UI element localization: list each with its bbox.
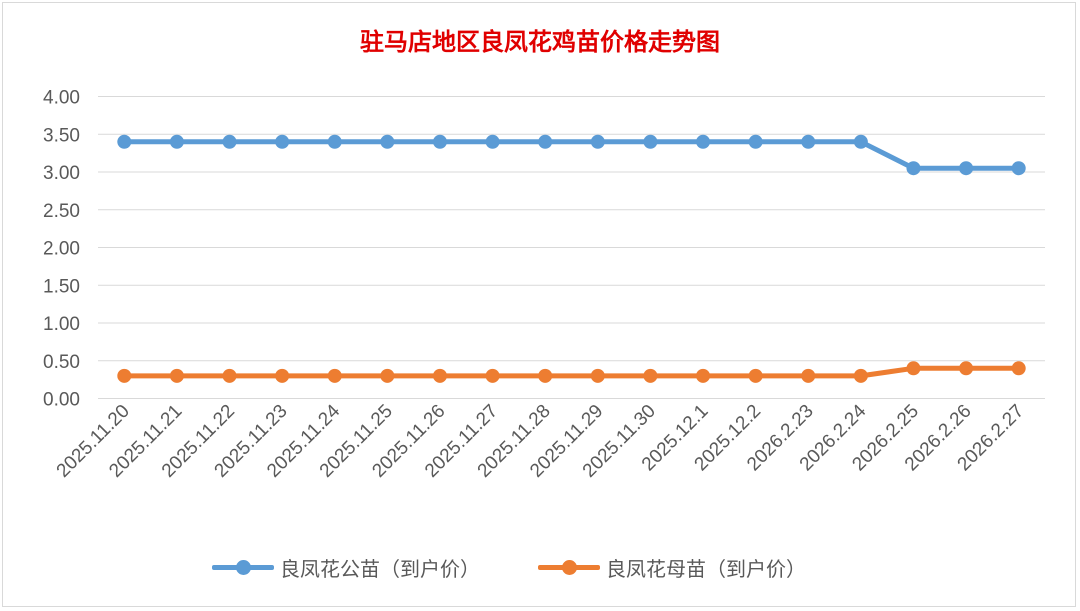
data-point[interactable] [906,361,921,376]
y-axis: 0.00 0.50 1.00 1.50 2.00 2.50 3.00 3.50 4.00 [43,88,80,411]
data-point[interactable] [222,368,237,383]
data-point[interactable] [275,134,290,149]
data-point[interactable] [327,368,342,383]
data-point[interactable] [169,134,184,149]
data-point[interactable] [1011,161,1026,176]
data-point[interactable] [432,134,447,149]
data-point[interactable] [590,134,605,149]
data-point[interactable] [538,368,553,383]
data-point[interactable] [380,368,395,383]
data-point[interactable] [538,134,553,149]
legend: 良凤花公苗（到户价） 良凤花母苗（到户价） [0,550,1080,584]
y-tick-label: 2.00 [43,239,80,260]
data-point[interactable] [222,134,237,149]
data-point[interactable] [380,134,395,149]
data-point[interactable] [748,134,763,149]
y-tick-label: 3.00 [43,163,80,184]
legend-label-series-2: 良凤花母苗（到户价） [606,556,806,581]
data-point[interactable] [275,368,290,383]
y-tick-label: 3.50 [43,125,80,146]
series-line [121,139,1022,171]
y-tick-label: 0.00 [43,390,80,411]
y-tick-label: 1.00 [43,314,80,335]
data-point[interactable] [643,368,658,383]
y-tick-label: 4.00 [43,88,80,109]
data-point[interactable] [959,161,974,176]
data-point[interactable] [853,368,868,383]
data-point[interactable] [432,368,447,383]
series-2 [117,361,1026,383]
data-point[interactable] [590,368,605,383]
data-point[interactable] [696,134,711,149]
legend-item-series-1[interactable]: 良凤花公苗（到户价） [212,550,480,584]
y-tick-label: 2.50 [43,201,80,222]
x-axis: 2025.11.202025.11.212025.11.222025.11.23… [53,400,1028,481]
data-point[interactable] [1011,361,1026,376]
chart-title: 驻马店地区良凤花鸡苗价格走势图 [360,27,720,56]
data-point[interactable] [853,134,868,149]
legend-swatch-series-2 [538,550,600,584]
gridlines [98,96,1045,399]
data-point[interactable] [801,134,816,149]
legend-label-series-1: 良凤花公苗（到户价） [280,556,480,581]
data-point[interactable] [959,361,974,376]
series-1 [117,134,1026,176]
series-line [121,365,1022,379]
data-point[interactable] [748,368,763,383]
data-point[interactable] [696,368,711,383]
y-tick-label: 1.50 [43,276,80,297]
data-point[interactable] [906,161,921,176]
data-point[interactable] [117,134,132,149]
data-point[interactable] [169,368,184,383]
data-point[interactable] [327,134,342,149]
data-point[interactable] [117,368,132,383]
data-point[interactable] [643,134,658,149]
legend-swatch-series-1 [212,550,274,584]
legend-item-series-2[interactable]: 良凤花母苗（到户价） [538,550,806,584]
data-point[interactable] [485,134,500,149]
y-tick-label: 0.50 [43,352,80,373]
data-point[interactable] [801,368,816,383]
series-group [117,134,1026,383]
data-point[interactable] [485,368,500,383]
